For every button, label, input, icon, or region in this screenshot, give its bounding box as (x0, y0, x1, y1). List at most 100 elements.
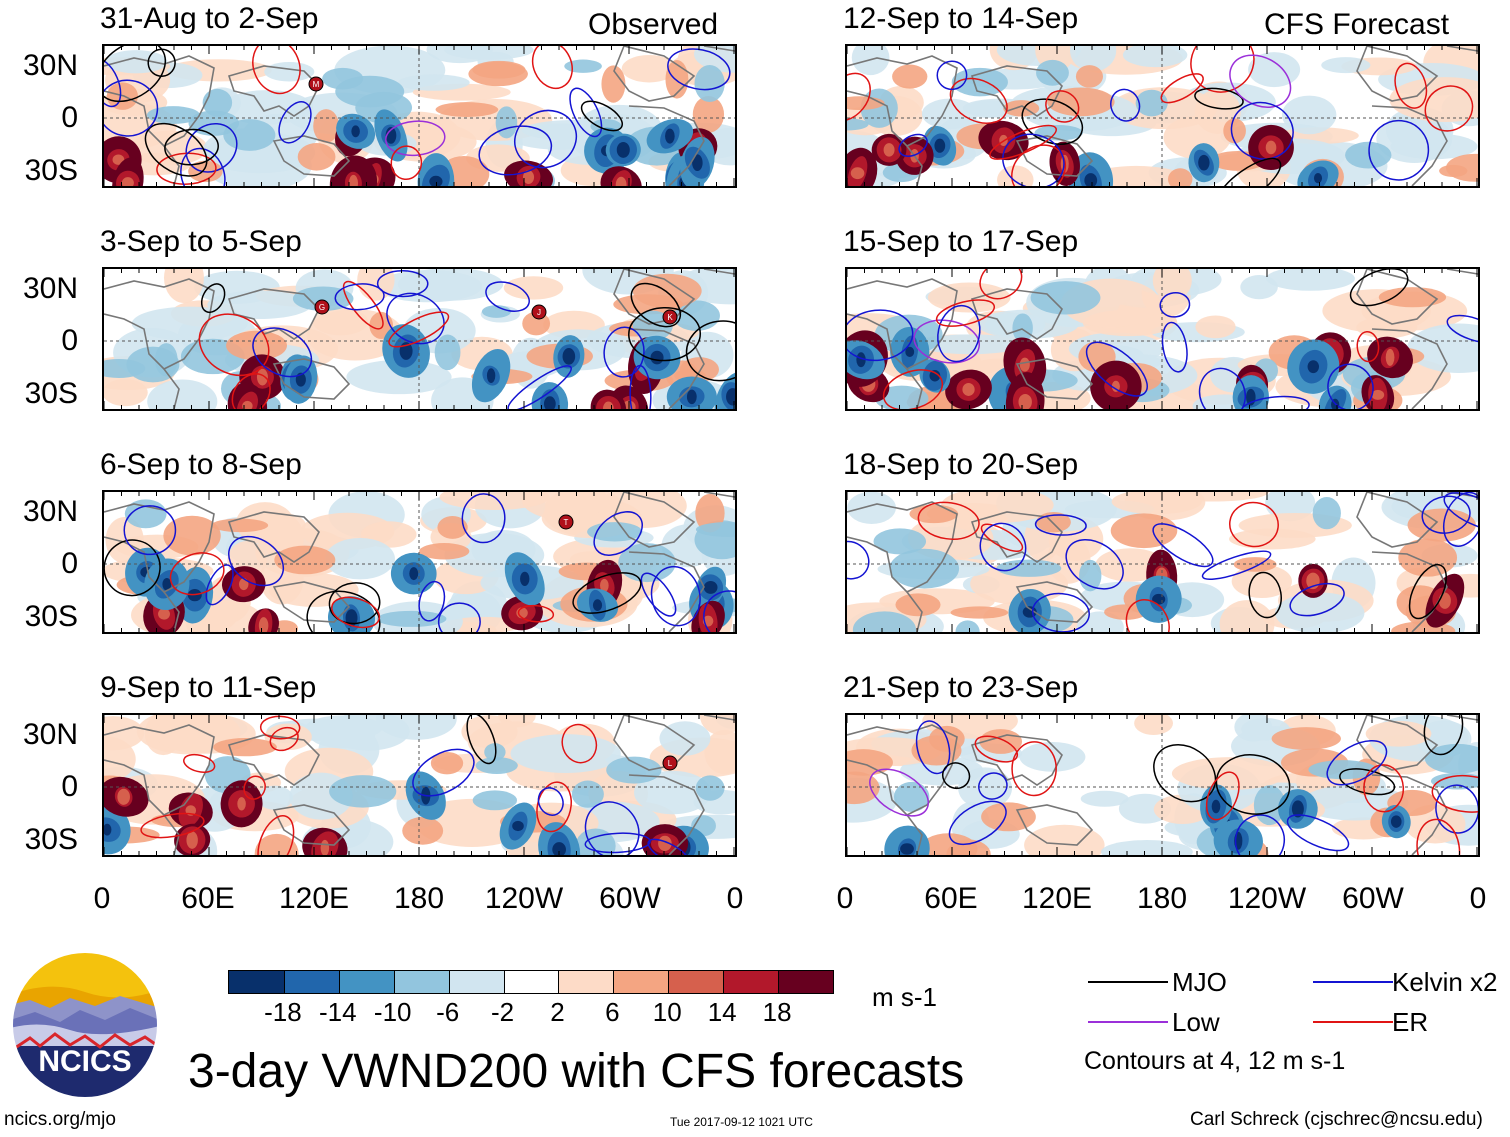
anomaly-core (905, 346, 915, 358)
contour-line (1085, 341, 1148, 397)
anomaly-blob (1430, 772, 1478, 790)
anomaly-blob (213, 738, 277, 757)
anomaly-core (592, 599, 603, 611)
anomaly-blob (919, 833, 978, 855)
contour-line (418, 580, 446, 622)
low-legend-label: Low (1172, 1007, 1220, 1037)
contour-line (1153, 744, 1217, 803)
anomaly-blob (468, 61, 528, 87)
contour-line (144, 122, 208, 177)
anomaly-blob (847, 492, 896, 524)
contour-line (1446, 314, 1478, 344)
contour-line (331, 596, 381, 629)
coastline (272, 804, 351, 846)
coastline (272, 135, 351, 177)
lat-label: 30N (22, 49, 78, 82)
coastline (847, 501, 958, 593)
mjo-legend-line (1088, 981, 1168, 983)
anomaly-blob (950, 606, 1009, 619)
coastline (703, 715, 735, 721)
anomaly-core (512, 820, 524, 832)
logo-text: NCICS (38, 1045, 132, 1078)
storm-marker: T (558, 514, 574, 530)
anomaly-core (158, 608, 170, 620)
main-title: 3-day VWND200 with CFS forecasts (188, 1045, 965, 1098)
anomaly-blob (439, 492, 550, 510)
anomaly-core (616, 141, 630, 158)
anomaly-blob (892, 64, 928, 89)
contour-line (437, 602, 481, 632)
anomaly-blob (1024, 824, 1105, 855)
contour-line (584, 832, 651, 854)
map-panel: M (102, 44, 737, 188)
er-legend-label: ER (1392, 1007, 1429, 1037)
contour-line (1421, 495, 1471, 534)
contour-line (1201, 550, 1272, 580)
coastline (970, 65, 1063, 117)
storm-marker: L (662, 755, 678, 771)
contour-line (231, 373, 271, 409)
coastline (227, 511, 320, 563)
anomaly-blob (852, 611, 916, 632)
anomaly-blob (155, 343, 178, 377)
lat-label: 30S (24, 823, 78, 856)
contour-line (847, 72, 871, 122)
lat-label: 30N (22, 718, 78, 751)
anomaly-core (1198, 154, 1210, 171)
anomaly-blob (435, 102, 499, 117)
anomaly-core (112, 154, 125, 165)
anomaly-core (883, 143, 895, 157)
anomaly-core (1111, 380, 1120, 392)
anomaly-core (351, 125, 360, 138)
anomaly-blob (256, 785, 294, 810)
contour-line (1289, 582, 1345, 617)
contour-line (180, 147, 226, 186)
anomaly-blob (955, 620, 980, 632)
anomaly-blob (694, 46, 735, 73)
coastline (613, 715, 696, 771)
anomaly-core (429, 175, 443, 186)
anomaly-blob (695, 775, 725, 801)
anomaly-blob (1248, 52, 1301, 88)
contour-line (979, 269, 1023, 300)
contour-line (1205, 771, 1240, 821)
anomaly-core (409, 567, 419, 581)
colorbar-swatch (668, 971, 724, 993)
contour-line (1011, 741, 1057, 797)
svg-text:L: L (668, 759, 673, 768)
contour-line (169, 552, 225, 596)
contour-line (980, 523, 1024, 552)
lon-label: 60E (181, 882, 235, 915)
anomaly-blob (1266, 269, 1355, 291)
coastline (613, 492, 696, 548)
coastline (906, 145, 923, 186)
anomaly-blob (665, 60, 689, 99)
lon-label: 0 (1469, 882, 1487, 915)
anomaly-core (385, 127, 397, 144)
contour-line (882, 369, 944, 409)
anomaly-blob (1030, 281, 1101, 315)
coastline (703, 492, 735, 498)
coastline (104, 55, 215, 147)
lon-label: 120E (1021, 882, 1093, 915)
contour-line (1286, 814, 1350, 852)
colorbar-tick-label: 10 (652, 997, 682, 1027)
anomaly-blob (1012, 313, 1033, 343)
colorbar-swatch (393, 971, 449, 993)
contour-line (628, 307, 702, 362)
anomaly-blob (1070, 46, 1117, 72)
contour-line (1229, 54, 1292, 108)
panel-title: 31-Aug to 2-Sep (100, 2, 319, 35)
lon-label: 120W (1227, 882, 1307, 915)
contour-line (1416, 818, 1461, 855)
contour-line (104, 46, 167, 103)
anomaly-core (522, 170, 535, 185)
contour-line (1152, 523, 1214, 568)
er-legend-line (1313, 1021, 1393, 1023)
contour-line (979, 522, 1027, 572)
contour-line (507, 365, 572, 409)
website-link[interactable]: ncics.org/mjo (4, 1109, 116, 1130)
ncics-logo: NCICS (10, 950, 160, 1100)
contour-line (140, 812, 205, 839)
anomaly-blob (1223, 118, 1246, 144)
